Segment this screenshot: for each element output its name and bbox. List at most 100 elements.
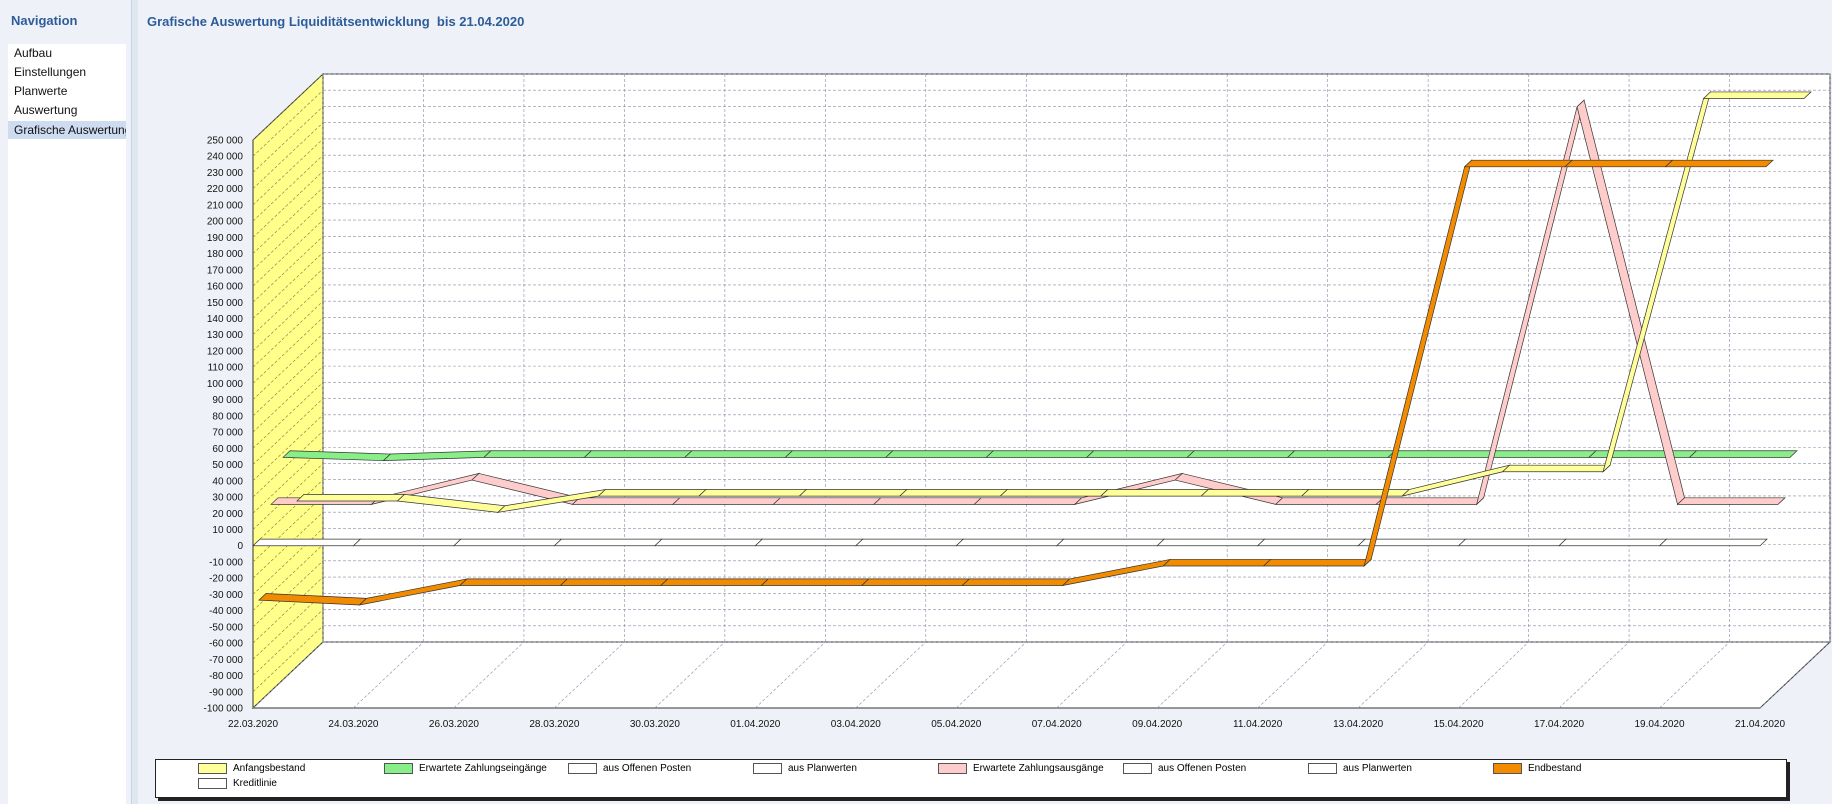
chart-legend: Anfangsbestand Erwartete Zahlungseingäng…	[155, 759, 1787, 798]
floor-line	[755, 641, 826, 709]
nav-item-planwerte[interactable]: Planwerte	[14, 84, 68, 98]
x-tick-label: 21.04.2020	[1735, 719, 1785, 730]
left-wall	[252, 72, 324, 710]
series-segment	[1186, 450, 1296, 458]
legend-swatch	[198, 762, 227, 774]
wall-line	[252, 317, 324, 384]
y-tick-label: 120 000	[207, 346, 244, 357]
x-tick-label: 09.04.2020	[1132, 719, 1182, 730]
floor-line	[252, 641, 324, 709]
wall-line	[252, 300, 324, 368]
series-segment	[985, 450, 1095, 458]
x-tick-label: 15.04.2020	[1434, 719, 1484, 730]
nav-item-aufbau[interactable]: Aufbau	[14, 46, 53, 60]
floor-line	[1056, 641, 1127, 709]
legend-swatch	[384, 762, 413, 774]
series-segment	[296, 494, 406, 502]
series-segment	[1387, 450, 1497, 458]
y-tick-label: -80 000	[209, 671, 243, 682]
legend-label: Endbestand	[1528, 763, 1582, 774]
y-tick-label: 180 000	[207, 249, 244, 260]
series-segment	[459, 578, 569, 586]
series-segment	[1274, 497, 1385, 505]
series-5	[252, 538, 1768, 547]
floor-line	[956, 641, 1027, 709]
legend-label: Kreditlinie	[233, 778, 277, 789]
y-tick-label: 160 000	[207, 282, 244, 293]
series-segment	[1664, 159, 1774, 168]
wall-line	[252, 625, 324, 692]
y-tick-label: 190 000	[207, 233, 244, 244]
legend-label: aus Planwerten	[1343, 763, 1412, 774]
series-segment	[553, 538, 663, 547]
nav-item-grafische-auswertung[interactable]: Grafische Auswertung	[8, 121, 126, 139]
nav-item-einstellungen[interactable]: Einstellungen	[14, 65, 87, 79]
wall-line	[252, 154, 324, 222]
wall-line	[252, 138, 324, 206]
wall-line	[252, 365, 324, 433]
y-tick-label: 30 000	[212, 493, 243, 504]
y-tick-label: -100 000	[204, 704, 244, 715]
wall-line	[252, 511, 324, 579]
navigation-list: Aufbau Einstellungen Planwerte Auswertun…	[8, 44, 126, 804]
wall-line	[252, 219, 324, 287]
x-tick-label: 17.04.2020	[1534, 719, 1584, 730]
wall-line	[252, 106, 324, 173]
series-segment	[1162, 559, 1272, 567]
y-tick-label: -20 000	[209, 574, 243, 585]
series-segment	[1487, 450, 1597, 458]
legend-label: aus Planwerten	[788, 763, 857, 774]
series-segment	[872, 497, 983, 505]
nav-item-auswertung[interactable]: Auswertung	[14, 103, 78, 117]
series-segment	[697, 489, 808, 497]
wall-line	[252, 187, 324, 254]
floor-line	[654, 641, 726, 709]
legend-swatch	[938, 762, 967, 774]
wall-line	[252, 576, 324, 644]
series-segment	[1702, 91, 1812, 99]
y-tick-label: 200 000	[207, 217, 244, 228]
x-tick-label: 11.04.2020	[1233, 719, 1283, 730]
y-tick-label: 140 000	[207, 314, 244, 325]
y-tick-label: -50 000	[209, 622, 243, 633]
series-segment	[1055, 538, 1166, 547]
series-segment	[973, 497, 1083, 505]
y-tick-label: 210 000	[207, 200, 244, 211]
legend-label: aus Offenen Posten	[1158, 763, 1247, 774]
y-tick-label: 230 000	[207, 168, 244, 179]
series-1	[296, 90, 1812, 513]
legend-item: aus Offenen Posten	[568, 762, 691, 776]
series-segment	[1501, 464, 1611, 473]
legend-label: Erwartete Zahlungseingänge	[419, 763, 547, 774]
wall-line	[252, 203, 324, 271]
wall-line	[252, 284, 324, 352]
y-tick-label: 110 000	[208, 363, 244, 374]
series-segment	[1564, 159, 1674, 168]
wall-line	[252, 349, 324, 417]
back-wall	[322, 73, 1831, 643]
floor-line	[453, 641, 525, 709]
series-segment	[1588, 450, 1698, 458]
x-tick-label: 13.04.2020	[1333, 719, 1383, 730]
chart-frame	[251, 72, 1832, 710]
legend-item: aus Planwerten	[753, 762, 857, 776]
series-segment	[760, 578, 870, 586]
x-tick-label: 03.04.2020	[831, 719, 881, 730]
floor-line	[1257, 641, 1328, 709]
y-tick-label: -30 000	[209, 590, 243, 601]
series-segment	[1200, 489, 1310, 497]
series-segment	[955, 538, 1065, 547]
wall-line	[252, 430, 324, 498]
wall-line	[252, 252, 324, 319]
y-tick-label: 60 000	[212, 444, 243, 455]
x-tick-label: 05.04.2020	[931, 719, 981, 730]
y-tick-label: 40 000	[212, 476, 243, 487]
floor-line	[1458, 641, 1529, 709]
y-tick-label: 0	[237, 541, 243, 552]
wall-line	[252, 171, 324, 238]
series-4	[258, 159, 1774, 606]
legend-label: aus Offenen Posten	[603, 763, 692, 774]
floor-line	[353, 641, 424, 709]
series-segment	[1457, 538, 1567, 547]
y-tick-label: 250 000	[207, 136, 244, 147]
